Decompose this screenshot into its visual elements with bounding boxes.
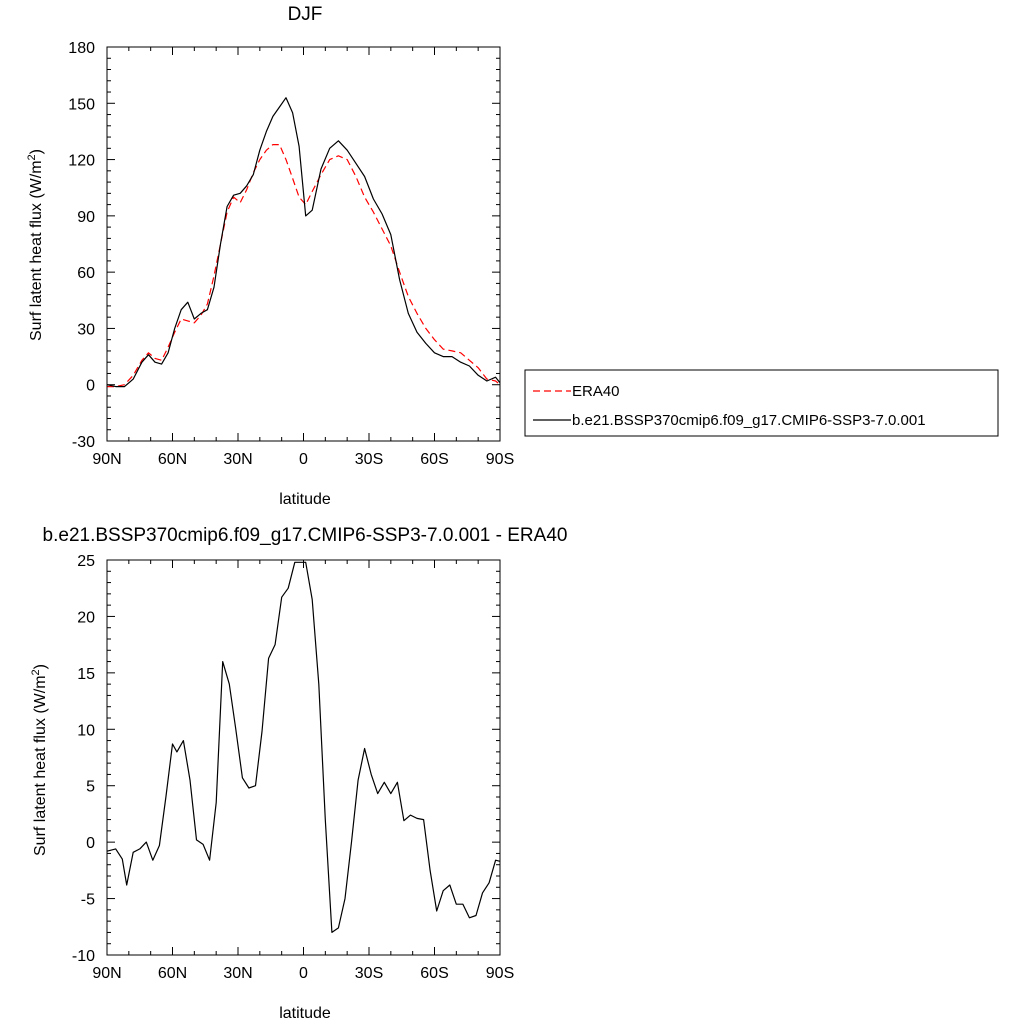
difference-title: b.e21.BSSP370cmip6.f09_g17.CMIP6-SSP3-7.… [43,525,568,546]
difference-xtick-label: 30S [355,965,383,982]
difference-ytick-label: 10 [77,722,95,739]
djf-ytick-label: -30 [72,434,95,451]
djf-y-axis-label: Surf latent heat flux (W/m2) [26,149,45,341]
djf-xtick-label: 60S [420,451,448,468]
difference-x-axis-label: latitude [279,1005,331,1022]
djf-xtick-label: 90S [486,451,514,468]
difference-y-axis-label-main: Surf latent heat flux (W/m [32,675,49,856]
djf-ytick-label: 180 [68,40,95,57]
legend: ERA40 b.e21.BSSP370cmip6.f09_g17.CMIP6-S… [524,369,999,437]
difference-xtick-label: 30N [223,965,252,982]
difference-xtick-label: 90N [92,965,121,982]
difference-ytick-label: -5 [81,892,95,909]
difference-ytick-label: 25 [77,553,95,570]
difference-ytick-label: 5 [86,779,95,796]
difference-ytick-label: -10 [72,948,95,965]
djf-x-axis-label: latitude [279,491,331,508]
djf-plot-frame [106,46,501,442]
djf-title: DJF [288,4,323,25]
difference-y-axis-label: Surf latent heat flux (W/m2) [30,664,49,856]
djf-y-axis-label-sup: 2 [26,154,38,160]
difference-ytick-label: 15 [77,666,95,683]
difference-marks [106,561,501,934]
djf-ytick-label: 60 [77,265,95,282]
djf-panel: DJF 90N 60N 30N 0 30S 60S 90S -30 0 30 60 90 120 150 1… [26,4,999,508]
djf-ytick-label: 30 [77,321,95,338]
djf-y-axis-label-close: ) [28,149,45,154]
djf-axis-ticks: 90N 60N 30N 0 30S 60S 90S -30 0 30 60 90 120 150 180 [68,40,514,468]
legend-model-label: b.e21.BSSP370cmip6.f09_g17.CMIP6-SSP3-7.… [572,412,926,429]
legend-box [524,369,999,437]
djf-ytick-label: 90 [77,209,95,226]
difference-xtick-label: 60N [158,965,187,982]
djf-ytick-label: 120 [68,153,95,170]
djf-xtick-label: 30S [355,451,383,468]
difference-series-difference-line [106,561,501,934]
djf-xtick-label: 0 [299,451,308,468]
djf-series-model-line [106,97,501,388]
djf-y-axis-label-main: Surf latent heat flux (W/m [28,160,45,341]
difference-axis-ticks: 90N 60N 30N 0 30S 60S 90S -10 -5 0 5 10 15 20 25 [72,553,514,982]
djf-marks [106,97,501,388]
difference-panel: b.e21.BSSP370cmip6.f09_g17.CMIP6-SSP3-7.… [30,525,567,1022]
djf-xtick-label: 30N [223,451,252,468]
difference-y-axis-label-close: ) [32,664,49,669]
djf-ytick-label: 150 [68,96,95,113]
djf-xtick-label: 60N [158,451,187,468]
difference-xtick-label: 90S [486,965,514,982]
difference-y-axis-label-sup: 2 [30,669,42,675]
difference-ytick-label: 20 [77,609,95,626]
djf-xtick-label: 90N [92,451,121,468]
legend-era40-label: ERA40 [572,383,620,400]
difference-ytick-label: 0 [86,835,95,852]
djf-series-era40-line [107,144,501,388]
difference-xtick-label: 0 [299,965,308,982]
difference-xtick-label: 60S [420,965,448,982]
djf-ytick-label: 0 [86,378,95,395]
